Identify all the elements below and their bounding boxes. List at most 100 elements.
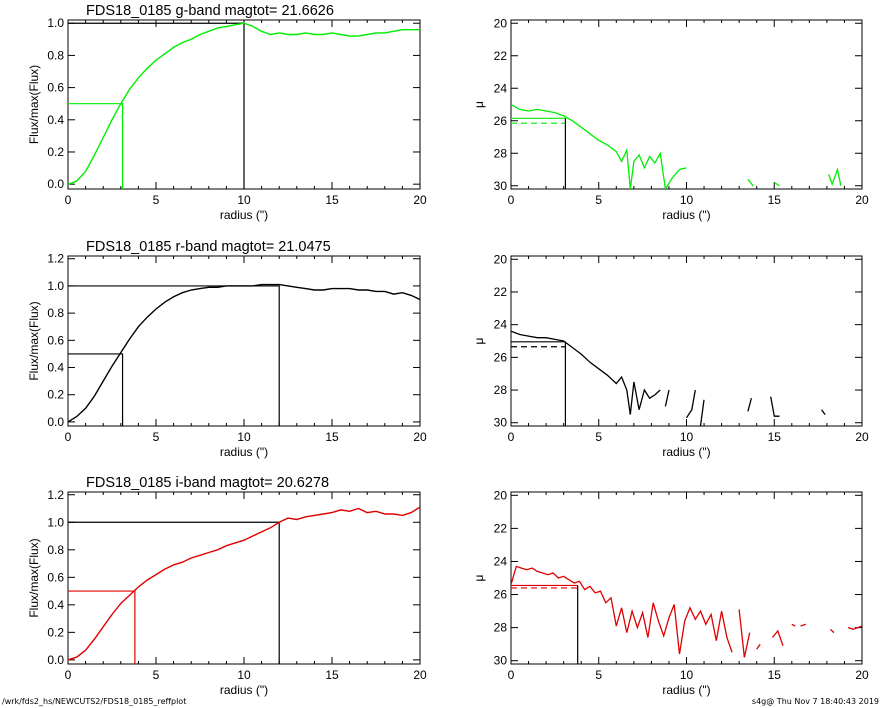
y-axis-label: μ [472, 337, 486, 344]
y-tick-label: 22 [494, 49, 508, 63]
x-tick-label: 20 [855, 668, 869, 682]
x-tick-label: 20 [413, 193, 427, 207]
profile-segment [747, 178, 754, 187]
x-tick-label: 5 [595, 193, 602, 207]
max-radius-marker [68, 22, 245, 189]
y-tick-label: 30 [494, 416, 508, 430]
chart-title: FDS18_0185 g-band magtot= 21.6626 [86, 3, 334, 19]
chart-panel-3: 0 5 10 15 20 20 22 24 26 28 30 radius (") μ [472, 252, 869, 459]
profile-segment [511, 330, 661, 415]
max-radius-marker [68, 521, 280, 664]
y-tick-label: 0.2 [47, 625, 64, 639]
x-axis-label: radius (") [662, 445, 710, 459]
growth-curve-line [68, 283, 420, 423]
profile-segment [847, 625, 862, 630]
profile-segment [770, 396, 780, 417]
y-tick-label: 24 [494, 318, 508, 332]
y-tick-label: 1.0 [47, 279, 64, 293]
y-tick-label: 0.2 [47, 145, 64, 159]
x-tick-label: 15 [325, 193, 339, 207]
y-tick-label: 0.0 [47, 415, 64, 429]
x-tick-label: 0 [65, 430, 72, 444]
profile-segment [828, 167, 842, 187]
x-tick-label: 10 [680, 430, 694, 444]
x-tick-label: 20 [855, 430, 869, 444]
y-tick-label: 0.6 [47, 81, 64, 95]
profile-segment [821, 409, 826, 415]
x-tick-label: 0 [65, 193, 72, 207]
x-tick-label: 0 [65, 668, 72, 682]
plot-frame [67, 491, 421, 665]
y-tick-label: 28 [494, 146, 508, 160]
profile-segment [829, 628, 835, 634]
profile-segment [756, 643, 761, 650]
y-tick-label: 22 [494, 521, 508, 535]
y-tick-label: 30 [494, 654, 508, 668]
y-tick-label: 20 [494, 252, 508, 266]
x-tick-label: 20 [855, 193, 869, 207]
chart-panel-4: 0 5 10 15 20 0.0 0.2 0.4 0.6 0.8 1.0 1.2 radius (") F… [27, 475, 427, 697]
y-tick-label: 0.2 [47, 388, 64, 402]
y-axis-label: μ [472, 574, 486, 581]
profile-segment [511, 103, 687, 189]
x-tick-label: 0 [508, 193, 515, 207]
y-tick-label: 26 [494, 350, 508, 364]
chart-panel-5: 0 5 10 15 20 20 22 24 26 28 30 radius (") μ [472, 488, 869, 697]
chart-panel-0: 0 5 10 15 20 0.0 0.2 0.4 0.6 0.8 1.0 radius (") Flux… [27, 3, 427, 222]
plot-area [511, 565, 862, 664]
y-tick-label: 30 [494, 179, 508, 193]
profile-segment [511, 565, 733, 655]
half-light-marker [68, 353, 124, 426]
x-tick-label: 5 [153, 668, 160, 682]
y-tick-label: 28 [494, 383, 508, 397]
y-axis-label: Flux/max(Flux) [27, 538, 41, 617]
y-tick-label: 1.0 [47, 515, 64, 529]
y-tick-label: 22 [494, 285, 508, 299]
plot-area [68, 506, 420, 664]
growth-curve-line [68, 506, 420, 661]
profile-segment [747, 398, 753, 412]
profile-segment [773, 181, 780, 187]
plot-frame [510, 19, 863, 190]
y-axis-label: μ [472, 101, 486, 108]
y-tick-label: 1.2 [47, 252, 64, 266]
chart-title: FDS18_0185 i-band magtot= 20.6278 [86, 475, 329, 491]
chart-title: FDS18_0185 r-band magtot= 21.0475 [86, 239, 331, 255]
profile-segment [664, 389, 670, 407]
half-light-marker [68, 103, 124, 189]
x-tick-label: 10 [237, 193, 251, 207]
y-tick-label: 24 [494, 81, 508, 95]
y-tick-label: 0.4 [47, 113, 64, 127]
x-tick-label: 15 [768, 193, 782, 207]
y-tick-label: 1.0 [47, 16, 64, 30]
y-tick-label: 26 [494, 588, 508, 602]
plot-area [511, 330, 826, 426]
plot-area [511, 103, 842, 189]
x-axis-label: radius (") [220, 208, 268, 222]
profile-segment [699, 399, 705, 426]
max-radius-marker [68, 285, 280, 426]
x-tick-label: 0 [508, 430, 515, 444]
plot-area [68, 22, 420, 189]
y-tick-label: 0.6 [47, 570, 64, 584]
x-tick-label: 10 [237, 430, 251, 444]
x-tick-label: 0 [508, 668, 515, 682]
x-tick-label: 5 [595, 430, 602, 444]
x-axis-label: radius (") [220, 683, 268, 697]
x-tick-label: 10 [680, 668, 694, 682]
y-tick-label: 0.0 [47, 177, 64, 191]
profile-segment [771, 629, 784, 647]
plot-area [68, 283, 420, 426]
y-tick-label: 0.8 [47, 48, 64, 62]
y-tick-label: 0.0 [47, 653, 64, 667]
y-tick-label: 0.4 [47, 598, 64, 612]
y-tick-label: 26 [494, 114, 508, 128]
x-tick-label: 5 [153, 193, 160, 207]
growth-curve-line [68, 22, 420, 185]
plot-frame [67, 255, 421, 427]
x-tick-label: 20 [413, 430, 427, 444]
y-axis-label: Flux/max(Flux) [27, 301, 41, 380]
x-tick-label: 5 [595, 668, 602, 682]
y-axis-label: Flux/max(Flux) [27, 65, 41, 144]
y-tick-label: 0.8 [47, 543, 64, 557]
